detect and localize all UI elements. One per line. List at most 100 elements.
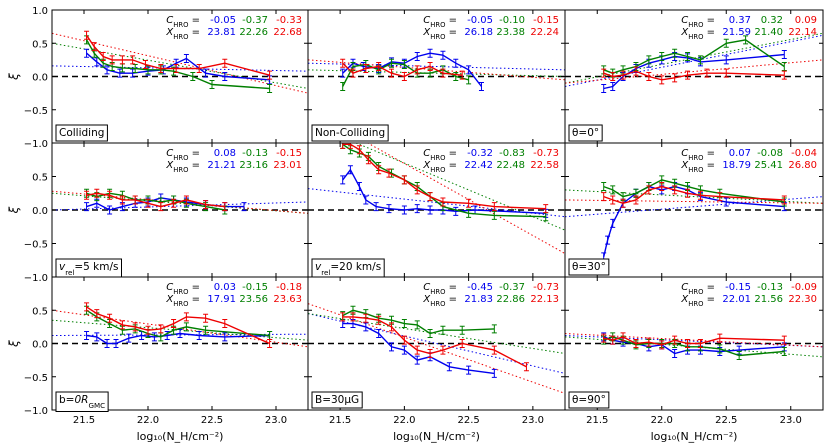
data-point-green (685, 52, 691, 62)
x-hro-value: 22.30 (788, 294, 817, 305)
data-point-red (427, 62, 433, 72)
data-point-blue (605, 235, 611, 245)
x-axis-label: log₁₀(N_H/cm⁻²) (651, 430, 738, 443)
data-point-red (222, 319, 228, 329)
panel-6: CHRO =XHRO = 0.03 -0.15 -0.18 17.91 23.56 23.6… (51, 276, 309, 412)
data-point-red (109, 55, 115, 65)
x-hro-value: 23.56 (239, 294, 268, 305)
data-point-green (781, 346, 787, 356)
c-hro-value: -0.04 (791, 148, 817, 159)
data-point-red (376, 62, 382, 72)
c-hro-value: -0.13 (757, 282, 783, 293)
data-point-red (646, 72, 652, 81)
c-hro-label: CHRO = (166, 148, 200, 162)
x-tick-label: 22.5 (457, 415, 479, 426)
c-hro-value: 0.07 (729, 148, 751, 159)
panel-label-box (568, 124, 603, 142)
data-point-red (697, 190, 703, 200)
c-hro-label: CHRO = (681, 15, 715, 29)
series-line-red (342, 316, 527, 368)
data-point-red (350, 312, 356, 322)
x-hro-label: XHRO = (165, 27, 200, 41)
data-point-red (107, 190, 113, 200)
data-point-red (601, 333, 607, 343)
c-hro-value: -0.37 (499, 282, 525, 293)
panel-label-box (568, 391, 610, 409)
data-point-red (142, 60, 148, 70)
data-point-green (697, 55, 703, 65)
panel-2: CHRO =XHRO = 0.37 0.32 0.09 21.59 21.40 22.14 θ… (564, 9, 824, 144)
data-point-blue (440, 50, 446, 60)
data-point-red (183, 195, 189, 205)
x-axis-label: log₁₀(N_H/cm⁻²) (137, 430, 224, 443)
x-tick-label: 22.0 (393, 415, 415, 426)
data-point-red (543, 204, 549, 214)
data-point-red (633, 339, 639, 348)
data-point-red (633, 66, 639, 76)
data-point-blue (107, 205, 113, 215)
y-tick-label: 0.5 (32, 173, 48, 184)
data-point-blue (84, 48, 90, 58)
data-point-blue (117, 68, 123, 78)
c-hro-label: CHRO = (423, 148, 457, 162)
fit-line-red (565, 333, 823, 348)
data-point-green (267, 83, 273, 93)
data-point-red (414, 185, 420, 195)
data-point-green (389, 58, 395, 68)
x-tick-label: 21.5 (586, 415, 608, 426)
panel-7: CHRO =XHRO = -0.45 -0.37 -0.73 21.83 22.86 22.… (307, 276, 566, 411)
c-hro-value: 0.03 (214, 282, 236, 293)
data-point-blue (723, 55, 729, 65)
c-hro-value: -0.83 (499, 148, 525, 159)
data-point-blue (401, 205, 407, 215)
c-hro-value: 0.09 (795, 15, 817, 26)
panel-5: CHRO =XHRO = 0.07 -0.08 -0.04 18.79 25.41 26.8… (564, 142, 824, 278)
c-hro-value: -0.05 (210, 15, 236, 26)
data-point-red (340, 58, 346, 68)
data-point-blue (672, 348, 678, 358)
data-point-red (132, 195, 138, 205)
data-point-green (440, 325, 446, 335)
data-point-red (491, 202, 497, 212)
data-point-red (222, 58, 228, 68)
data-point-red (685, 339, 691, 348)
data-point-blue (356, 182, 362, 192)
data-point-blue (781, 50, 787, 60)
data-point-red (183, 312, 189, 322)
data-point-blue (84, 331, 90, 341)
x-hro-value: 22.42 (464, 160, 493, 171)
x-hro-value: 22.13 (530, 294, 559, 305)
data-point-green (466, 208, 472, 218)
x-hro-value: 22.58 (530, 160, 559, 171)
fit-line-blue (52, 201, 308, 211)
data-point-red (781, 335, 787, 345)
data-point-red (633, 195, 639, 205)
c-hro-label: CHRO = (681, 148, 715, 162)
data-point-blue (104, 339, 110, 348)
data-point-blue (610, 218, 616, 228)
data-point-red (401, 72, 407, 81)
fit-line-green (52, 42, 308, 89)
panel-label-box (55, 124, 108, 142)
data-point-blue (203, 68, 209, 78)
data-point-red (94, 188, 100, 198)
data-point-blue (414, 355, 420, 365)
data-point-red (601, 68, 607, 78)
data-point-red (610, 195, 616, 205)
series-line-blue (603, 336, 785, 355)
data-point-blue (453, 206, 459, 216)
c-hro-value: -0.15 (276, 148, 302, 159)
data-point-red (340, 143, 346, 149)
data-point-red (222, 202, 228, 212)
y-tick-label: 0.5 (32, 39, 48, 50)
data-point-green (203, 325, 209, 335)
data-point-blue (414, 204, 420, 214)
y-tick-label: 0.0 (32, 340, 48, 351)
data-point-red (119, 320, 125, 330)
data-point-blue (466, 65, 472, 75)
fit-line-blue (565, 335, 823, 348)
data-point-red (427, 348, 433, 358)
data-point-red (196, 64, 202, 74)
series-line-blue (342, 52, 483, 87)
